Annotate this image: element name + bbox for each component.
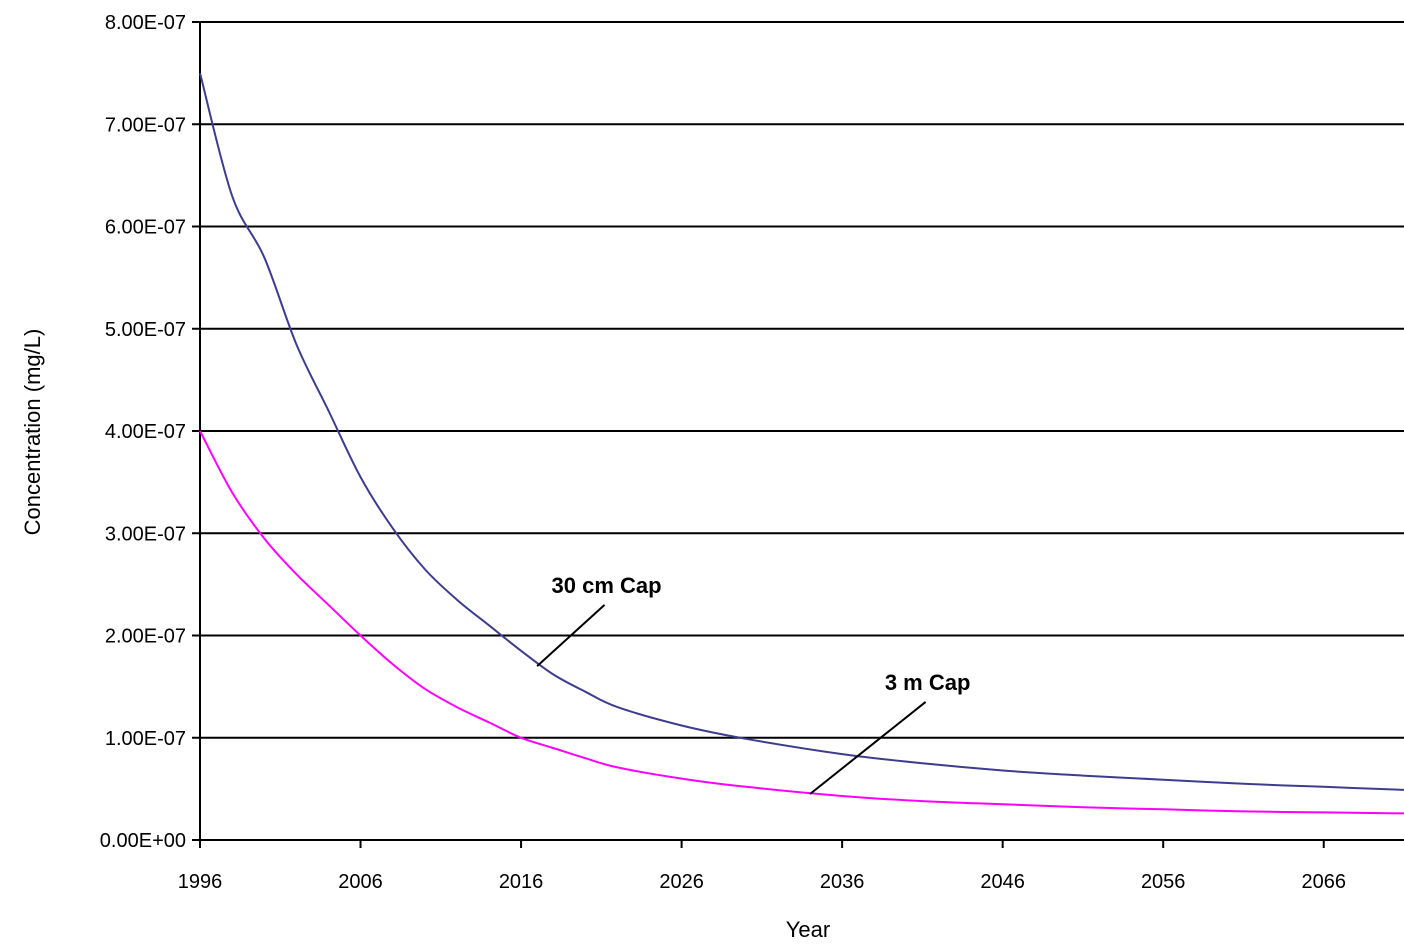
annotation-leader bbox=[536, 604, 606, 667]
x-tick-label: 2006 bbox=[338, 871, 383, 893]
annotations: 30 cm Cap 3 m Cap bbox=[536, 573, 971, 795]
x-tick-label: 2046 bbox=[980, 871, 1025, 893]
grid-lines bbox=[200, 21, 1404, 739]
x-tick-label: 2036 bbox=[820, 871, 865, 893]
tick-labels: 0.00E+00 1.00E-07 2.00E-07 3.00E-07 4.00E-07… bbox=[100, 12, 1346, 893]
x-tick-label: 1996 bbox=[178, 871, 223, 893]
y-tick-label: 4.00E-07 bbox=[105, 421, 186, 443]
series-line-30cm-cap bbox=[199, 72, 1404, 791]
annotation-label: 30 cm Cap bbox=[552, 573, 662, 598]
x-tick-label: 2066 bbox=[1301, 871, 1346, 893]
y-tick-label: 0.00E+00 bbox=[100, 830, 186, 852]
y-tick-label: 6.00E-07 bbox=[105, 217, 186, 239]
axes bbox=[192, 21, 1404, 848]
x-tick-label: 2016 bbox=[499, 871, 544, 893]
y-axis-title: Concentration (mg/L) bbox=[20, 329, 45, 536]
series bbox=[199, 72, 1404, 815]
x-tick-label: 2026 bbox=[659, 871, 704, 893]
x-tick-label: 2056 bbox=[1141, 871, 1186, 893]
annotation-leader bbox=[809, 701, 927, 795]
series-line-3m-cap bbox=[199, 430, 1404, 815]
y-tick-label: 1.00E-07 bbox=[105, 728, 186, 750]
y-tick-label: 7.00E-07 bbox=[105, 114, 186, 136]
x-axis-title: Year bbox=[786, 917, 830, 942]
y-tick-label: 8.00E-07 bbox=[105, 12, 186, 34]
annotation-label: 3 m Cap bbox=[885, 670, 971, 695]
y-tick-label: 5.00E-07 bbox=[105, 319, 186, 341]
y-tick-label: 3.00E-07 bbox=[105, 523, 186, 545]
y-tick-label: 2.00E-07 bbox=[105, 626, 186, 648]
